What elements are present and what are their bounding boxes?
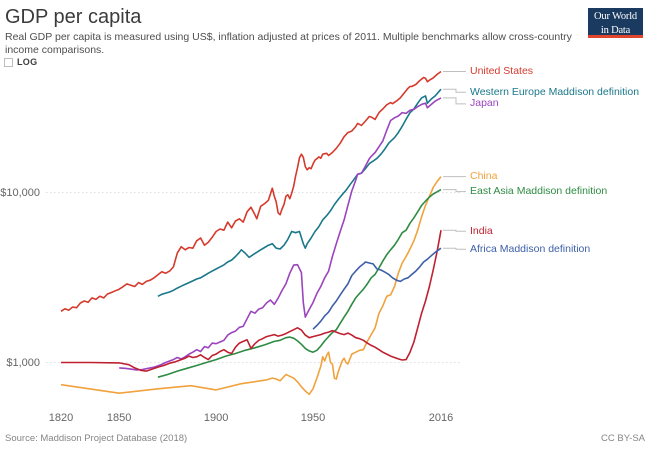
label-leader-western-europe-maddison-definition: [443, 88, 466, 93]
series-line-united-states[interactable]: [60, 70, 442, 312]
series-label-united-states[interactable]: United States: [470, 64, 534, 77]
x-axis-tick-1850: 1850: [106, 412, 132, 424]
series-label-western-europe-maddison-definition[interactable]: Western Europe Maddison definition: [470, 85, 640, 98]
label-leader-japan: [443, 97, 466, 105]
log-scale-toggle[interactable]: LOG: [4, 57, 37, 67]
label-leader-east-asia-maddison-definition: [443, 189, 466, 193]
y-axis-label-10000: $10,000: [0, 186, 40, 199]
x-axis-tick-1820: 1820: [48, 412, 74, 424]
page-subtitle: Real GDP per capita is measured using US…: [5, 31, 572, 56]
series-line-western-europe-maddison-definition[interactable]: [157, 88, 442, 298]
owid-logo[interactable]: Our World in Data: [588, 8, 643, 38]
series-line-africa-maddison-definition[interactable]: [312, 247, 442, 330]
label-leader-india: [443, 229, 466, 232]
source-note: Source: Maddison Project Database (2018): [5, 433, 188, 444]
series-label-east-asia-maddison-definition[interactable]: East Asia Maddison definition: [470, 185, 608, 198]
owid-logo-line1: Our World: [594, 10, 637, 22]
owid-logo-line2: in Data: [600, 24, 631, 36]
series-line-japan[interactable]: [119, 97, 442, 371]
label-leader-africa-maddison-definition: [443, 247, 466, 250]
series-label-india[interactable]: India: [470, 224, 493, 237]
series-line-china[interactable]: [60, 176, 442, 396]
series-line-east-asia-maddison-definition[interactable]: [157, 188, 442, 378]
x-axis-tick-1950: 1950: [300, 412, 326, 424]
series-label-japan[interactable]: Japan: [470, 97, 499, 110]
log-checkbox[interactable]: [4, 57, 13, 67]
log-checkbox-label[interactable]: LOG: [17, 57, 38, 67]
x-axis-tick-1900: 1900: [203, 412, 229, 424]
series-label-africa-maddison-definition[interactable]: Africa Maddison definition: [470, 242, 591, 255]
page-title: GDP per capita: [5, 6, 142, 28]
license-link[interactable]: CC BY-SA: [601, 433, 645, 444]
y-axis-label-1000: $1,000: [6, 356, 40, 369]
series-label-china[interactable]: China: [470, 170, 498, 183]
x-axis-tick-2016: 2016: [428, 412, 454, 424]
series-line-india[interactable]: [61, 230, 442, 372]
